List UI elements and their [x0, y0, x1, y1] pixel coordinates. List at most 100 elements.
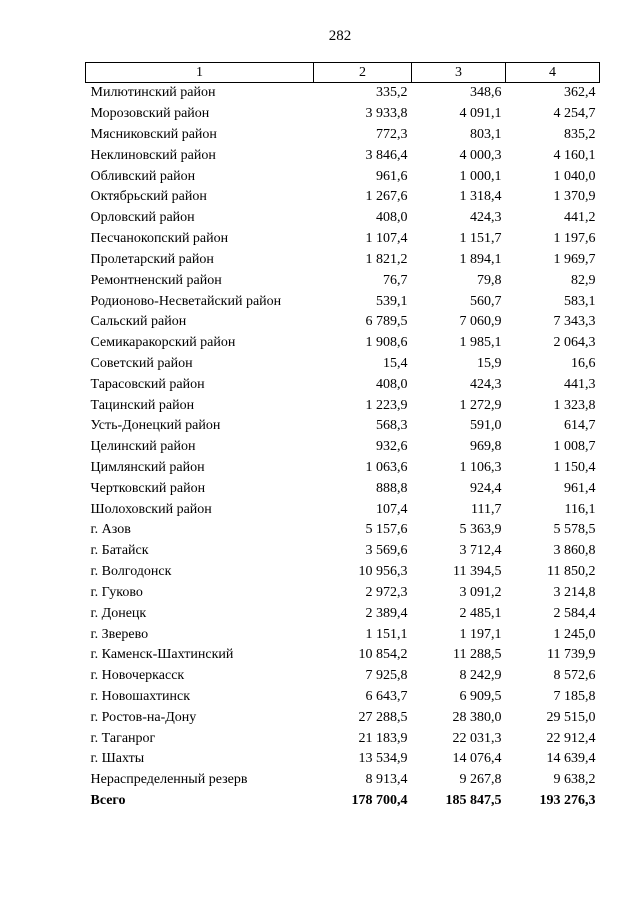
cell-value-col2: 1 151,1 [365, 626, 408, 642]
cell-value-col4: 1 040,0 [553, 168, 596, 184]
cell-value-col3: 2 485,1 [459, 605, 502, 621]
cell-value-col3: 591,0 [470, 418, 502, 434]
row-label: г. Азов [90, 522, 131, 538]
row-label: Целинский район [90, 439, 196, 455]
cell-value-col3: 15,9 [477, 355, 502, 371]
row-label: Семикаракорский район [90, 335, 236, 351]
cell-value-col2: 13 534,9 [358, 751, 408, 767]
cell-value-col3: 11 288,5 [453, 647, 502, 663]
table-row: Милютинский район 335,2 348,6 362,4 [86, 83, 600, 104]
cell-value-col3: 560,7 [470, 293, 502, 309]
cell-value-col4: 1 323,8 [553, 397, 596, 413]
table-row: г. Гуково 2 972,3 3 091,2 3 214,8 [86, 583, 600, 604]
row-label: Неклиновский район [90, 147, 216, 163]
table-row: Орловский район 408,0 424,3 441,2 [86, 208, 600, 229]
row-label: г. Шахты [90, 751, 145, 767]
table-row: г. Таганрог 21 183,9 22 031,3 22 912,4 [86, 728, 600, 749]
cell-value-col2: 3 846,4 [365, 147, 408, 163]
cell-value-col3: 1 985,1 [459, 335, 502, 351]
cell-value-col2: 7 925,8 [365, 668, 408, 684]
cell-value-col3: 9 267,8 [459, 772, 502, 788]
cell-value-col2: 961,6 [376, 168, 408, 184]
cell-value-col2: 1 267,6 [365, 189, 408, 205]
cell-value-col3: 8 242,9 [459, 668, 502, 684]
cell-value-col4: 5 578,5 [553, 522, 596, 538]
row-label: Милютинский район [90, 85, 216, 101]
row-label: г. Новошахтинск [90, 688, 191, 704]
cell-value-col3: 79,8 [477, 272, 502, 288]
cell-value-col2: 5 157,6 [365, 522, 408, 538]
row-label: Песчанокопский район [90, 231, 229, 247]
cell-value-col2: 772,3 [376, 127, 408, 143]
cell-value-col4: 441,3 [564, 376, 596, 392]
row-label: Обливский район [90, 168, 196, 184]
column-header: 4 [505, 62, 600, 83]
table-row: Ремонтненский район 76,7 79,8 82,9 [86, 270, 600, 291]
table-row: г. Ростов-на-Дону 27 288,5 28 380,0 29 515,… [86, 707, 600, 728]
cell-value-col2: 10 854,2 [358, 647, 408, 663]
row-label: г. Ростов-на-Дону [90, 709, 197, 725]
cell-value-col4: 193 276,3 [539, 793, 596, 809]
cell-value-col4: 1 008,7 [553, 439, 596, 455]
cell-value-col3: 1 894,1 [459, 251, 502, 267]
row-label: Чертковский район [90, 480, 206, 496]
cell-value-col4: 2 584,4 [553, 605, 596, 621]
table-row: Семикаракорский район 1 908,6 1 985,1 2 064… [86, 333, 600, 354]
cell-value-col2: 888,8 [376, 480, 408, 496]
cell-value-col4: 835,2 [564, 127, 596, 143]
table-row: г. Шахты 13 534,9 14 076,4 14 639,4 [86, 749, 600, 770]
cell-value-col4: 22 912,4 [546, 730, 596, 746]
cell-value-col4: 614,7 [564, 418, 596, 434]
row-label: Усть-Донецкий район [90, 418, 221, 434]
row-label: г. Гуково [90, 584, 143, 600]
cell-value-col3: 424,3 [470, 376, 502, 392]
table-row: г. Волгодонск 10 956,3 11 394,5 11 850,2 [86, 562, 600, 583]
cell-value-col3: 348,6 [470, 85, 502, 101]
column-header: 2 [313, 62, 412, 83]
cell-value-col3: 4 000,3 [459, 147, 502, 163]
table-row: Сальский район 6 789,5 7 060,9 7 343,3 [86, 312, 600, 333]
cell-value-col4: 29 515,0 [546, 709, 596, 725]
cell-value-col3: 969,8 [470, 439, 502, 455]
cell-value-col4: 3 214,8 [553, 584, 596, 600]
cell-value-col4: 8 572,6 [553, 668, 596, 684]
table-row: г. Зверево 1 151,1 1 197,1 1 245,0 [86, 624, 600, 645]
cell-value-col3: 1 318,4 [459, 189, 502, 205]
cell-value-col3: 5 363,9 [459, 522, 502, 538]
row-label: Нераспределенный резерв [90, 772, 248, 788]
cell-value-col2: 3 569,6 [365, 543, 408, 559]
header-row: 1 2 3 4 [85, 62, 600, 83]
row-label: г. Волгодонск [90, 564, 172, 580]
cell-value-col2: 10 956,3 [358, 564, 408, 580]
cell-value-col2: 3 933,8 [365, 106, 408, 122]
cell-value-col3: 185 847,5 [445, 793, 502, 809]
cell-value-col4: 1 245,0 [553, 626, 596, 642]
cell-value-col3: 22 031,3 [452, 730, 502, 746]
table-row: Пролетарский район 1 821,2 1 894,1 1 969,7 [86, 250, 600, 271]
cell-value-col4: 116,1 [564, 501, 596, 517]
row-label: Родионово-Несветайский район [90, 293, 282, 309]
column-header: 3 [411, 62, 506, 83]
row-label: г. Таганрог [90, 730, 156, 746]
cell-value-col2: 107,4 [376, 501, 408, 517]
cell-value-col4: 1 197,6 [553, 231, 596, 247]
row-label: Шолоховский район [90, 501, 212, 517]
row-label: Мясниковский район [90, 127, 217, 143]
cell-value-col2: 408,0 [376, 210, 408, 226]
table-row: Шолоховский район 107,4 111,7 116,1 [86, 499, 600, 520]
cell-value-col4: 82,9 [571, 272, 596, 288]
cell-value-col4: 3 860,8 [553, 543, 596, 559]
cell-value-col4: 11 739,9 [547, 647, 596, 663]
cell-value-col4: 961,4 [564, 480, 596, 496]
cell-value-col2: 1 821,2 [365, 251, 408, 267]
cell-value-col2: 2 972,3 [365, 584, 408, 600]
cell-value-col3: 6 909,5 [459, 688, 502, 704]
cell-value-col3: 1 000,1 [459, 168, 502, 184]
table-row: Тацинский район 1 223,9 1 272,9 1 323,8 [86, 395, 600, 416]
table-row: Неклиновский район 3 846,4 4 000,3 4 160,1 [86, 145, 600, 166]
cell-value-col4: 1 150,4 [553, 460, 596, 476]
table-row: Октябрьский район 1 267,6 1 318,4 1 370,9 [86, 187, 600, 208]
table-row: Нераспределенный резерв 8 913,4 9 267,8 9 6… [86, 770, 600, 791]
table-row: г. Новочеркасск 7 925,8 8 242,9 8 572,6 [86, 666, 600, 687]
cell-value-col4: 4 254,7 [553, 106, 596, 122]
